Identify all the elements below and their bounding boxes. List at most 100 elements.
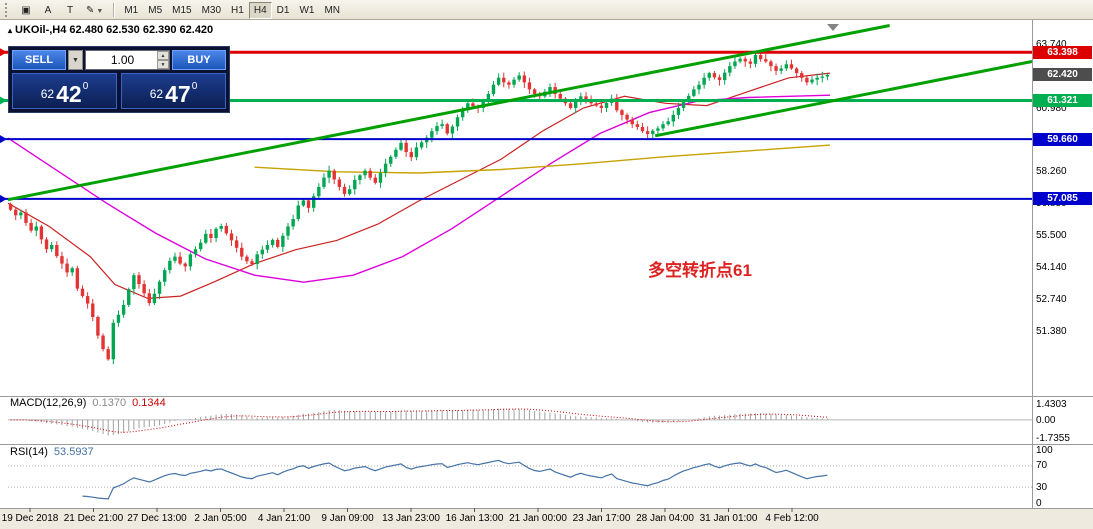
candle-body [60, 256, 64, 264]
candle-body [373, 177, 378, 183]
time-axis-label: 4 Feb 12:00 [765, 513, 819, 524]
candle-body [743, 58, 747, 62]
chart-annotation-text[interactable]: 多空转折点61 [648, 261, 752, 280]
candle-body [240, 247, 244, 257]
candle-body [666, 121, 670, 125]
candle-body [29, 222, 33, 231]
candle-body [127, 289, 131, 305]
candle-body [178, 256, 182, 264]
time-axis-label: 19 Dec 2018 [1, 513, 59, 524]
candle-body [193, 249, 198, 255]
macd-signal-value: 0.1344 [132, 397, 166, 409]
timeframe-m30-button[interactable]: M30 [197, 2, 226, 19]
candle-body [229, 233, 234, 241]
candle-body [496, 77, 501, 85]
chart-symbol-timeframe: UKOil-,H4 [15, 24, 67, 36]
candle-body [183, 263, 187, 267]
timeframe-m15-button[interactable]: M15 [167, 2, 196, 19]
candle-body [522, 75, 527, 83]
line-edge-marker [0, 194, 7, 203]
candle-body [14, 209, 18, 216]
rsi-params: RSI(14) [10, 446, 48, 458]
drawing-tool-button[interactable]: ✎ ▼ [81, 2, 108, 19]
volume-increase-button[interactable]: ▲ [157, 51, 169, 60]
candle-body [378, 172, 383, 183]
candle-body [96, 317, 100, 336]
one-click-trading-panel: SELL ▼ ▲ ▼ BUY 62 42 0 62 47 0 [8, 46, 230, 113]
buy-price-button[interactable]: 62 47 0 [121, 73, 226, 109]
candle-body [414, 147, 419, 158]
macd-params: MACD(12,26,9) [10, 397, 87, 409]
timeframe-m1-button[interactable]: M1 [119, 2, 143, 19]
candle-body [651, 130, 655, 134]
timeframe-h4-button[interactable]: H4 [248, 2, 272, 19]
candle-body [455, 117, 460, 127]
current-price-badge: 62.420 [1033, 68, 1092, 82]
candle-body [419, 142, 424, 148]
candle-body [142, 284, 146, 294]
chart-title: ▴ UKOil-,H4 62.480 62.530 62.390 62.420 [8, 24, 213, 36]
text-tool-button[interactable]: A [37, 2, 59, 19]
candle-body [820, 76, 824, 78]
candle-body [91, 303, 95, 318]
timeframe-h1-button[interactable]: H1 [226, 2, 249, 19]
candle-body [101, 335, 105, 350]
price-chart-canvas[interactable] [0, 20, 1093, 529]
candle-body [758, 54, 763, 60]
order-type-dropdown[interactable]: ▼ [68, 50, 83, 70]
candle-body [486, 94, 491, 101]
candle-body [19, 212, 23, 216]
ask-pips: 47 [165, 81, 191, 107]
ask-integer: 62 [149, 87, 164, 101]
buy-button[interactable]: BUY [172, 50, 226, 70]
candle-body [640, 126, 645, 132]
candle-body [748, 61, 753, 64]
candle-body [106, 349, 110, 360]
line-edge-marker [0, 96, 7, 105]
time-axis-label: 16 Jan 13:00 [445, 513, 504, 524]
toolbar-grip[interactable] [5, 2, 11, 17]
price-level-badge: 57.085 [1033, 192, 1092, 206]
candle-body [676, 107, 681, 115]
candle-body [347, 189, 352, 194]
timeframe-d1-button[interactable]: D1 [272, 2, 295, 19]
candle-body [779, 68, 783, 71]
label-tool-button[interactable]: T [59, 2, 81, 19]
candle-body [389, 156, 393, 164]
candle-body [635, 124, 640, 127]
candle-body [584, 96, 588, 101]
trendline[interactable] [654, 60, 1033, 138]
macd-axis-label: 0.00 [1036, 414, 1056, 426]
candle-body [615, 98, 619, 111]
candle-body [810, 79, 814, 83]
candle-body [440, 124, 444, 127]
candle-body [805, 77, 809, 83]
time-axis-label: 27 Dec 13:00 [127, 513, 187, 524]
timeframe-m5-button[interactable]: M5 [143, 2, 167, 19]
chart-tool-button[interactable]: ▣ [15, 2, 37, 19]
timeframe-w1-button[interactable]: W1 [294, 2, 319, 19]
candle-body [548, 87, 552, 92]
price-level-badge: 59.660 [1033, 132, 1092, 146]
candle-body [507, 82, 511, 85]
candle-body [671, 114, 676, 122]
candle-body [311, 196, 316, 208]
trendline[interactable] [7, 24, 890, 202]
candle-body [55, 245, 59, 257]
sell-price-button[interactable]: 62 42 0 [12, 73, 117, 109]
candle-body [512, 79, 516, 85]
candle-body [137, 275, 141, 285]
candle-body [769, 61, 773, 67]
candle-body [337, 179, 342, 187]
time-axis-label: 23 Jan 17:00 [572, 513, 631, 524]
candle-body [594, 103, 598, 106]
candle-body [815, 77, 819, 80]
volume-decrease-button[interactable]: ▼ [157, 60, 169, 69]
candle-body [260, 249, 265, 255]
sell-button[interactable]: SELL [12, 50, 66, 70]
timeframe-mn-button[interactable]: MN [319, 2, 345, 19]
candle-body [157, 281, 162, 294]
ma-mid-line [7, 94, 831, 283]
volume-input[interactable] [86, 51, 169, 69]
time-axis-label: 28 Jan 04:00 [636, 513, 694, 524]
